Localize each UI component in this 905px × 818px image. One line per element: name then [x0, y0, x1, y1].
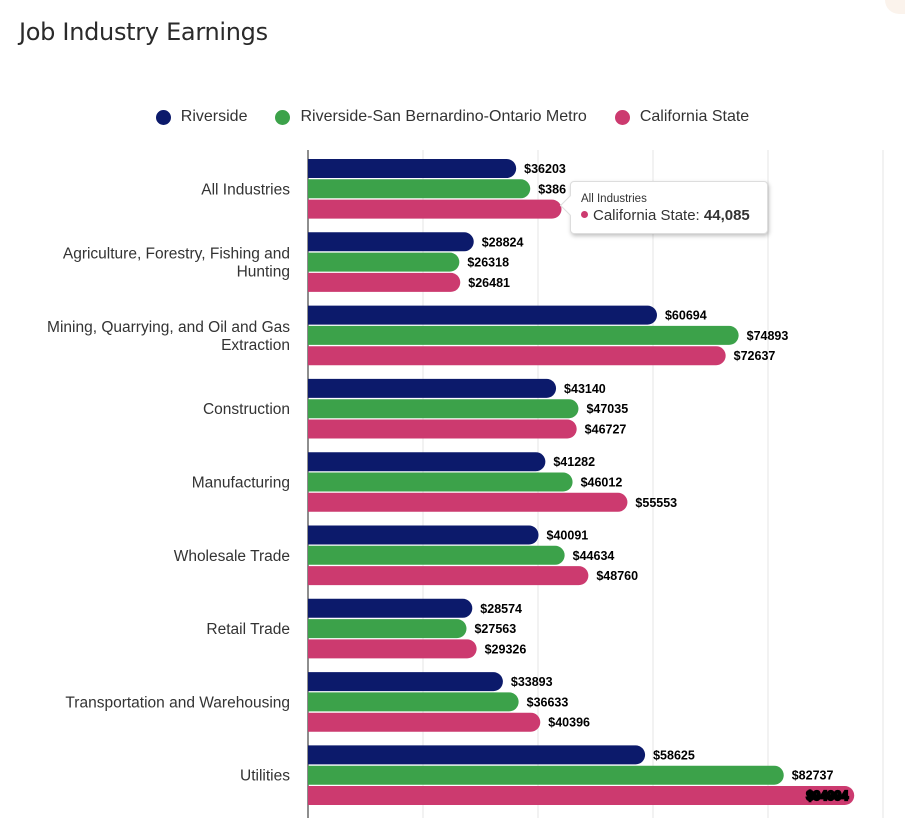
bar[interactable]	[308, 765, 784, 785]
legend-label: California State	[639, 108, 750, 125]
data-label: $41282	[553, 455, 595, 469]
bar[interactable]	[308, 492, 628, 512]
bar[interactable]	[308, 252, 460, 272]
legend-dot-icon	[155, 109, 171, 125]
legend-item-metro[interactable]: Riverside-San Bernardino-Ontario Metro	[275, 108, 587, 126]
bar[interactable]	[308, 159, 517, 178]
data-label: $36633	[527, 695, 569, 709]
card-corner-decoration	[885, 0, 905, 14]
legend-label: Riverside-San Bernardino-Ontario Metro	[300, 108, 587, 125]
bar[interactable]	[308, 452, 546, 472]
data-label: $74893	[747, 329, 789, 343]
bar[interactable]	[308, 378, 557, 398]
legend-item-riverside[interactable]: Riverside	[155, 108, 248, 126]
bar[interactable]	[308, 179, 531, 199]
bar[interactable]	[308, 619, 467, 639]
data-label: $82737	[792, 769, 834, 783]
data-label: $43140	[564, 382, 606, 396]
bar[interactable]	[308, 712, 541, 732]
data-label: $44634	[573, 549, 615, 563]
data-label: $60694	[665, 309, 707, 323]
legend-label: Riverside	[180, 108, 248, 125]
bar[interactable]	[308, 598, 473, 618]
data-label: $26481	[468, 276, 510, 290]
data-label: $36203	[524, 162, 566, 176]
data-label: $27563	[474, 622, 516, 636]
bar[interactable]	[308, 232, 474, 252]
data-label: $46727	[585, 423, 627, 437]
data-label: $58625	[653, 748, 695, 762]
data-label: $40396	[548, 716, 590, 730]
bar[interactable]	[308, 525, 539, 545]
data-label: $28824	[482, 235, 524, 249]
data-label: $29326	[485, 642, 527, 656]
chart-title: Job Industry Earnings	[19, 18, 268, 46]
data-label: $40091	[547, 529, 589, 543]
bar[interactable]	[308, 472, 573, 492]
data-label: $28574	[480, 602, 522, 616]
data-label: $55553	[635, 496, 677, 510]
chart-legend: Riverside Riverside-San Bernardino-Ontar…	[0, 108, 905, 126]
chart-tooltip: All Industries California State: 44,085	[570, 181, 768, 234]
tooltip-value: 44,085	[703, 207, 750, 224]
category-label: Manufacturing	[192, 475, 290, 492]
data-label: $46012	[581, 476, 623, 490]
data-label: $94994	[806, 789, 848, 803]
bar[interactable]	[308, 305, 657, 325]
legend-dot-icon	[614, 109, 630, 125]
data-label: $47035	[586, 402, 628, 416]
bar[interactable]	[308, 745, 646, 765]
tooltip-body: California State: 44,085	[581, 207, 750, 224]
category-label: All Industries	[201, 181, 290, 198]
data-label: $26318	[467, 256, 509, 270]
category-label: Transportation and Warehousing	[65, 694, 290, 711]
data-label: $72637	[734, 349, 776, 363]
bar[interactable]	[308, 692, 519, 712]
legend-item-california[interactable]: California State	[614, 108, 750, 126]
bar[interactable]	[308, 419, 577, 439]
tooltip-category: All Industries	[581, 193, 647, 205]
data-label: $33893	[511, 675, 553, 689]
category-label: Agriculture, Forestry, Fishing and Huntin…	[63, 246, 290, 281]
bar[interactable]	[308, 545, 565, 565]
bar[interactable]	[308, 199, 562, 219]
category-label: Construction	[203, 401, 290, 418]
tooltip-series-label: California State:	[593, 207, 704, 224]
category-label: Retail Trade	[206, 621, 290, 638]
bar[interactable]	[308, 399, 579, 419]
data-label: $48760	[596, 569, 638, 583]
bar[interactable]	[308, 325, 739, 345]
bar[interactable]	[308, 566, 589, 586]
bar[interactable]	[308, 346, 726, 366]
category-label: Mining, Quarrying, and Oil and Gas Extrac…	[47, 319, 290, 354]
bar[interactable]	[308, 272, 461, 292]
bar[interactable]	[308, 672, 503, 692]
data-label: $386	[538, 182, 566, 196]
bar[interactable]	[308, 639, 477, 659]
tooltip-series-dot-icon	[581, 211, 588, 218]
category-label: Utilities	[240, 768, 290, 785]
category-label: Wholesale Trade	[174, 548, 290, 565]
bar[interactable]	[308, 786, 855, 805]
legend-dot-icon	[275, 109, 291, 125]
